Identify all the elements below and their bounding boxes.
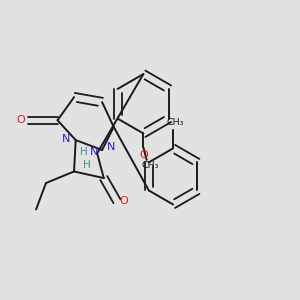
Text: O: O [16,115,25,125]
Text: CH₃: CH₃ [166,118,184,127]
Text: H: H [80,147,88,157]
Text: N: N [107,142,116,152]
Text: CH₃: CH₃ [141,161,159,170]
Text: O: O [139,150,148,160]
Text: O: O [119,196,128,206]
Text: H: H [83,160,91,170]
Text: N: N [61,134,70,144]
Text: N: N [90,147,98,157]
